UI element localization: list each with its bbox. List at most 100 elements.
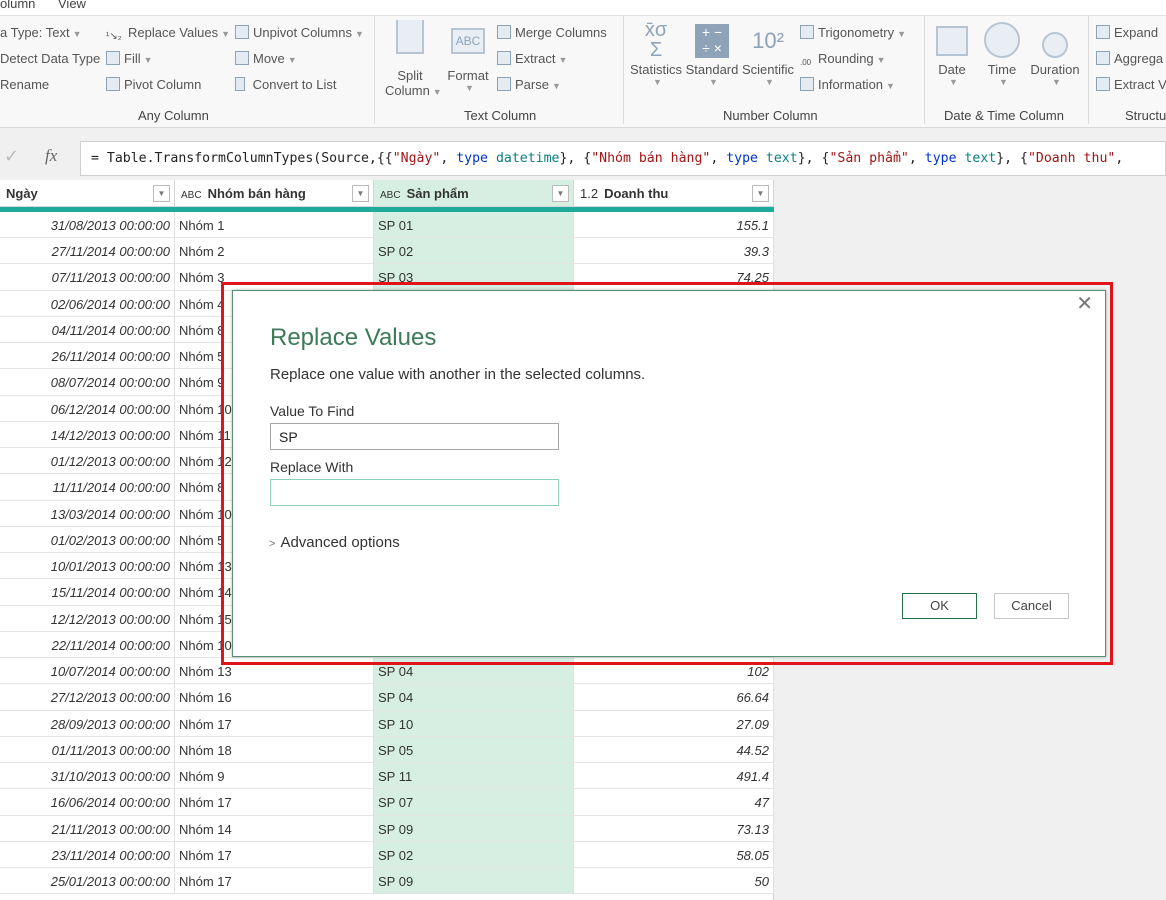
table-cell[interactable]: Nhóm 1 [175, 212, 374, 238]
column-header[interactable]: 1.2 Doanh thu ▼ [574, 180, 774, 207]
fill-button[interactable]: Fill ▼ [106, 51, 153, 66]
table-cell[interactable]: 27/12/2013 00:00:00 [0, 684, 175, 710]
time-button[interactable]: Time ▼ [980, 20, 1024, 87]
table-cell[interactable]: 28/09/2013 00:00:00 [0, 710, 175, 736]
table-cell[interactable]: 01/02/2013 00:00:00 [0, 526, 175, 553]
table-cell[interactable]: Nhóm 3 [175, 264, 374, 290]
table-cell[interactable]: Nhóm 14 [175, 815, 374, 841]
filter-dropdown-icon[interactable]: ▼ [153, 185, 170, 202]
table-cell[interactable]: SP 01 [374, 212, 574, 238]
table-cell[interactable]: 31/08/2013 00:00:00 [0, 212, 175, 238]
table-cell[interactable]: SP 07 [374, 789, 574, 815]
table-cell[interactable]: Nhóm 17 [175, 789, 374, 815]
merge-columns-button[interactable]: Merge Columns [497, 25, 607, 40]
tab-column[interactable]: olumn [0, 0, 36, 11]
table-cell[interactable]: 25/01/2013 00:00:00 [0, 868, 175, 894]
trigonometry-button[interactable]: Trigonometry ▼ [800, 25, 906, 40]
table-cell[interactable]: 15/11/2014 00:00:00 [0, 579, 175, 605]
table-cell[interactable]: 08/07/2014 00:00:00 [0, 369, 175, 395]
table-cell[interactable]: 06/12/2014 00:00:00 [0, 395, 175, 421]
table-cell[interactable]: 47 [574, 789, 774, 815]
column-header[interactable]: ABC Nhóm bán hàng ▼ [175, 180, 374, 207]
table-cell[interactable]: SP 09 [374, 868, 574, 894]
replace-values-button[interactable]: ¹↘₂ Replace Values ▼ [106, 25, 230, 45]
value-to-find-input[interactable] [270, 423, 559, 450]
commit-check-icon[interactable]: ✓ [4, 146, 20, 166]
parse-button[interactable]: Parse ▼ [497, 77, 561, 92]
detect-data-type-button[interactable]: Detect Data Type [0, 51, 101, 66]
filter-dropdown-icon[interactable]: ▼ [552, 185, 569, 202]
table-cell[interactable]: Nhóm 17 [175, 868, 374, 894]
table-cell[interactable]: SP 11 [374, 763, 574, 789]
table-cell[interactable]: 13/03/2014 00:00:00 [0, 500, 175, 526]
rename-button[interactable]: Rename [0, 77, 50, 92]
table-cell[interactable]: 50 [574, 868, 774, 894]
table-cell[interactable]: Nhóm 2 [175, 238, 374, 264]
table-cell[interactable]: 22/11/2014 00:00:00 [0, 631, 175, 658]
replace-with-input[interactable] [270, 479, 559, 506]
table-cell[interactable]: SP 02 [374, 841, 574, 867]
filter-dropdown-icon[interactable]: ▼ [352, 185, 369, 202]
column-type-icon[interactable]: ABC [181, 190, 202, 201]
table-cell[interactable]: 73.13 [574, 815, 774, 841]
split-column-button[interactable]: Split Column ▼ [385, 20, 442, 98]
table-cell[interactable]: Nhóm 18 [175, 736, 374, 763]
filter-dropdown-icon[interactable]: ▼ [752, 185, 769, 202]
table-cell[interactable]: 66.64 [574, 684, 774, 710]
table-cell[interactable]: 12/12/2013 00:00:00 [0, 605, 175, 631]
table-cell[interactable]: 04/11/2014 00:00:00 [0, 316, 175, 343]
column-type-icon[interactable]: ABC [380, 190, 401, 201]
extract-values-button[interactable]: Extract V [1096, 77, 1166, 92]
data-type-button[interactable]: a Type: Text ▼ [0, 25, 82, 40]
table-cell[interactable]: 10/01/2013 00:00:00 [0, 553, 175, 579]
table-cell[interactable]: 58.05 [574, 841, 774, 867]
extract-button[interactable]: Extract ▼ [497, 51, 567, 66]
table-cell[interactable]: 01/11/2013 00:00:00 [0, 736, 175, 763]
table-cell[interactable]: 02/06/2014 00:00:00 [0, 290, 175, 316]
table-cell[interactable]: 21/11/2013 00:00:00 [0, 815, 175, 841]
table-cell[interactable]: 16/06/2014 00:00:00 [0, 789, 175, 815]
table-cell[interactable]: SP 10 [374, 710, 574, 736]
table-cell[interactable]: 23/11/2014 00:00:00 [0, 841, 175, 867]
information-button[interactable]: Information ▼ [800, 77, 895, 92]
tab-view[interactable]: View [58, 0, 86, 11]
expand-button[interactable]: Expand [1096, 25, 1158, 40]
aggregate-button[interactable]: Aggrega [1096, 51, 1163, 66]
column-header[interactable]: Ngày ▼ [0, 180, 175, 207]
table-cell[interactable]: 31/10/2013 00:00:00 [0, 763, 175, 789]
formula-bar[interactable]: = Table.TransformColumnTypes(Source,{{"N… [80, 141, 1166, 176]
cancel-button[interactable]: Cancel [994, 593, 1069, 619]
rounding-button[interactable]: .00 Rounding ▼ [800, 51, 886, 72]
scientific-button[interactable]: 10² Scientific ▼ [741, 20, 795, 87]
close-icon[interactable]: ✕ [1076, 293, 1093, 315]
column-header[interactable]: ABC Sản phẩm ▼ [374, 180, 574, 207]
table-cell[interactable]: Nhóm 13 [175, 658, 374, 684]
table-cell[interactable]: SP 02 [374, 238, 574, 264]
table-cell[interactable]: Nhóm 16 [175, 684, 374, 710]
table-cell[interactable]: Nhóm 17 [175, 710, 374, 736]
unpivot-columns-button[interactable]: Unpivot Columns ▼ [235, 25, 364, 40]
table-cell[interactable]: 155.1 [574, 212, 774, 238]
table-cell[interactable]: SP 05 [374, 736, 574, 763]
table-cell[interactable]: SP 03 [374, 264, 574, 290]
table-cell[interactable]: 491.4 [574, 763, 774, 789]
table-cell[interactable]: SP 04 [374, 684, 574, 710]
move-button[interactable]: Move ▼ [235, 51, 297, 66]
table-cell[interactable]: 27.09 [574, 710, 774, 736]
table-cell[interactable]: 07/11/2013 00:00:00 [0, 264, 175, 290]
table-cell[interactable]: 27/11/2014 00:00:00 [0, 238, 175, 264]
date-button[interactable]: Date ▼ [930, 20, 974, 87]
fx-icon[interactable]: fx [45, 146, 58, 165]
column-type-icon[interactable]: 1.2 [580, 186, 599, 201]
table-cell[interactable]: 102 [574, 658, 774, 684]
table-cell[interactable]: 10/07/2014 00:00:00 [0, 658, 175, 684]
table-cell[interactable]: SP 09 [374, 815, 574, 841]
table-cell[interactable]: 26/11/2014 00:00:00 [0, 343, 175, 369]
table-cell[interactable]: 44.52 [574, 736, 774, 763]
table-cell[interactable]: 14/12/2013 00:00:00 [0, 421, 175, 448]
table-cell[interactable]: 11/11/2014 00:00:00 [0, 474, 175, 500]
table-cell[interactable]: 39.3 [574, 238, 774, 264]
pivot-column-button[interactable]: Pivot Column [106, 77, 201, 92]
duration-button[interactable]: Duration ▼ [1028, 20, 1082, 87]
convert-to-list-button[interactable]: Convert to List [235, 77, 336, 92]
